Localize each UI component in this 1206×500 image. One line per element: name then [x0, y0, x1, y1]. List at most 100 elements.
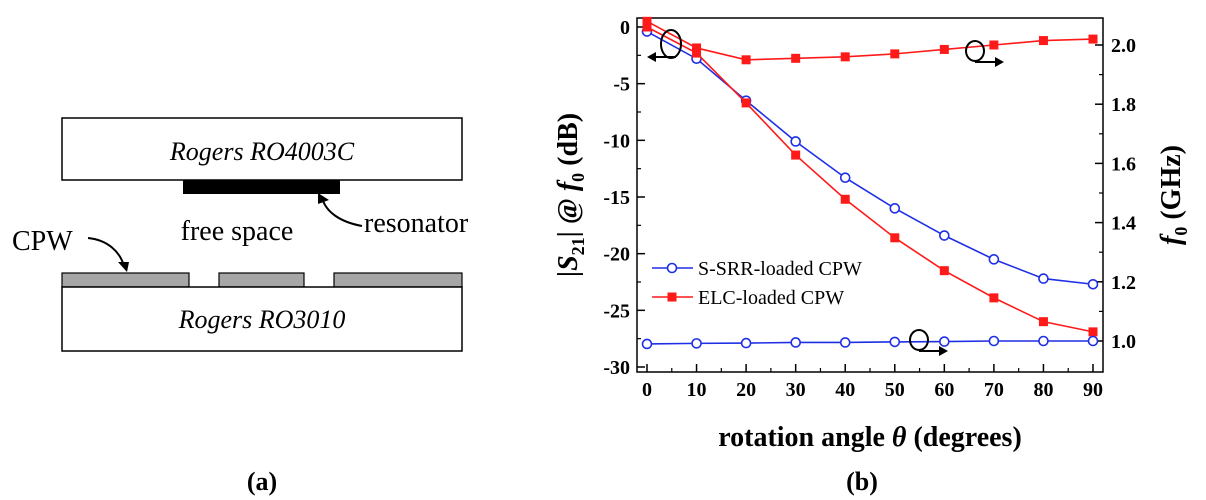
- data-point: [839, 172, 851, 184]
- x-tick-label: 20: [736, 379, 756, 401]
- y-left-tick-label: -30: [603, 357, 630, 379]
- resonator: [183, 180, 340, 194]
- y-axis-right-title: f0 (GHz): [1156, 145, 1191, 245]
- data-point: [989, 40, 999, 50]
- legend-entry-elc: ELC-loaded CPW: [652, 287, 844, 309]
- y-left-tick-label: -5: [613, 74, 630, 96]
- data-point: [939, 44, 949, 54]
- resonator-arrowhead: [318, 193, 329, 204]
- data-point: [939, 266, 949, 276]
- data-point: [790, 337, 801, 348]
- data-point: [1038, 273, 1049, 284]
- y-right-tick-label: 1.8: [1111, 94, 1136, 116]
- series-line-2: [646, 20, 1094, 61]
- data-point: [939, 336, 950, 347]
- top-substrate-label: Rogers RO4003C: [169, 137, 355, 166]
- y-left-tick-label: -10: [603, 130, 630, 152]
- legend-label-elc: ELC-loaded CPW: [698, 287, 844, 309]
- x-tick-label: 10: [687, 379, 707, 401]
- x-tick-label: 0: [642, 379, 652, 401]
- data-point: [692, 48, 702, 58]
- cpw-arrow: [87, 237, 125, 267]
- data-point: [988, 254, 1000, 265]
- data-point: [1088, 327, 1098, 337]
- data-point: [1087, 335, 1099, 347]
- x-tick-label: 80: [1033, 379, 1053, 401]
- data-point: [691, 338, 702, 349]
- panel-a: Rogers RO4003C free space resonator CPW …: [12, 117, 469, 496]
- data-point: [840, 194, 850, 204]
- data-point: [1038, 317, 1048, 327]
- bottom-substrate-label: Rogers RO3010: [178, 305, 346, 334]
- y-left-tick-label: -20: [603, 244, 630, 266]
- data-point: [1087, 278, 1099, 290]
- legend-entry-ssrr: S-SRR-loaded CPW: [652, 258, 862, 280]
- y-right-tick-label: 2.0: [1111, 35, 1136, 57]
- y-axis-left-title: |S21| @ f0 (dB): [553, 113, 588, 277]
- data-point: [939, 230, 950, 241]
- data-point: [840, 52, 850, 62]
- bottom-substrate: [61, 286, 463, 352]
- y-left-tick-label: -25: [603, 300, 630, 322]
- panel-b-label: (b): [846, 467, 878, 496]
- data-point: [889, 336, 901, 348]
- y-right-tick-label: 1.6: [1111, 153, 1136, 175]
- axis-indicator-left: [647, 29, 682, 62]
- data-point: [890, 49, 900, 59]
- data-point: [741, 98, 751, 108]
- legend: S-SRR-loaded CPW ELC-loaded CPW: [652, 258, 862, 309]
- cpw-arrowhead: [118, 262, 129, 272]
- legend-label-ssrr: S-SRR-loaded CPW: [698, 258, 862, 280]
- y-axis-left: 0 -5 -10 -15 -20 -25 -30: [603, 17, 645, 379]
- data-point: [790, 136, 801, 147]
- y-axis-right: 1.0 1.2 1.4 1.6 1.8 2.0: [1095, 35, 1136, 353]
- series-line-1: [646, 26, 1094, 333]
- data-point: [741, 55, 751, 65]
- x-tick-label: 60: [934, 379, 954, 401]
- data-point: [988, 335, 1000, 347]
- cpw-label: CPW: [12, 226, 73, 257]
- panel-b: 0 10 20 30 40 50 60 70 80 90 0 -5 -10 -15 -20 -25 -30 1…: [553, 16, 1191, 496]
- data-point: [791, 150, 801, 160]
- data-point: [1088, 34, 1098, 44]
- data-point: [740, 337, 752, 349]
- data-point: [692, 43, 702, 53]
- cpw-signal-strip: [218, 272, 305, 288]
- resonator-label: resonator: [364, 208, 469, 239]
- data-point: [890, 233, 900, 243]
- data-point: [839, 337, 851, 348]
- y-right-tick-label: 1.4: [1111, 213, 1136, 235]
- free-space-label: free space: [181, 216, 294, 247]
- x-tick-label: 90: [1083, 379, 1103, 401]
- top-substrate: [61, 117, 463, 181]
- series-layer: [641, 16, 1099, 350]
- y-right-tick-label: 1.0: [1111, 331, 1136, 353]
- y-right-tick-label: 1.2: [1111, 272, 1136, 294]
- y-left-tick-label: 0: [620, 17, 630, 39]
- data-point: [1038, 335, 1049, 347]
- x-tick-label: 50: [885, 379, 905, 401]
- cpw-ground-left: [61, 272, 190, 288]
- panel-a-label: (a): [247, 467, 277, 496]
- axis-indicator-right-elc: [965, 40, 1004, 67]
- data-point: [889, 203, 901, 214]
- x-axis: 0 10 20 30 40 50 60 70 80 90: [642, 364, 1103, 401]
- data-point: [642, 22, 652, 32]
- x-axis-title: rotation angle θ (degrees): [718, 422, 1022, 453]
- series-line-3: [646, 340, 1093, 345]
- x-tick-label: 30: [786, 379, 806, 401]
- series-line-0: [646, 30, 1094, 286]
- axis-indicator-right-ssrr: [909, 329, 948, 356]
- x-tick-label: 70: [984, 379, 1004, 401]
- y-left-tick-label: -15: [603, 187, 630, 209]
- plot-frame: [636, 17, 1104, 373]
- resonator-arrow: [321, 197, 363, 227]
- data-point: [791, 53, 801, 63]
- data-point: [989, 293, 999, 303]
- data-point: [642, 16, 652, 26]
- cpw-ground-right: [333, 272, 463, 288]
- x-tick-label: 40: [835, 379, 855, 401]
- data-point: [1038, 36, 1048, 46]
- data-point: [641, 338, 653, 350]
